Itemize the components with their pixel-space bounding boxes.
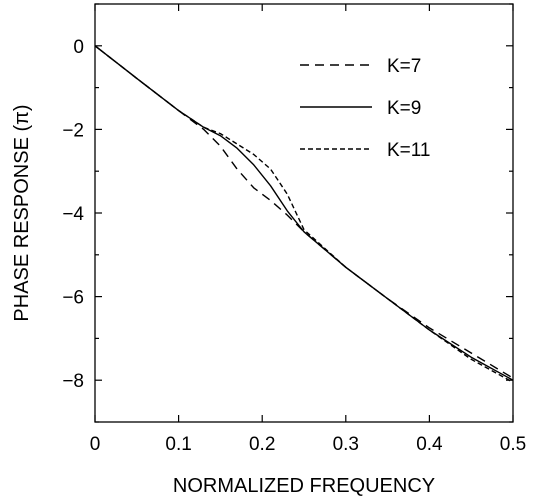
series-line-k-11 <box>94 45 514 383</box>
plot-frame <box>94 3 514 423</box>
x-tick-label: 0.4 <box>416 434 443 455</box>
series-line-k-9 <box>94 45 514 381</box>
x-tick-label: 0.1 <box>165 434 191 455</box>
series-line-k-7 <box>94 45 514 379</box>
y-tick-label: −2 <box>62 120 84 141</box>
y-tick-label: −8 <box>62 371 84 392</box>
y-axis-title: PHASE RESPONSE (π) <box>11 104 33 321</box>
x-tick-label: 0 <box>90 434 101 455</box>
x-tick-label: 0.5 <box>500 434 526 455</box>
x-axis-title: NORMALIZED FREQUENCY <box>173 475 435 497</box>
x-tick-label: 0.2 <box>249 434 275 455</box>
legend-label: K=7 <box>387 56 421 77</box>
y-tick-label: −4 <box>62 204 84 225</box>
x-tick-label: 0.3 <box>333 434 359 455</box>
legend-label: K=11 <box>387 140 431 161</box>
y-tick-label: 0 <box>73 37 84 58</box>
legend-label: K=9 <box>387 98 421 119</box>
y-tick-label: −6 <box>62 288 84 309</box>
